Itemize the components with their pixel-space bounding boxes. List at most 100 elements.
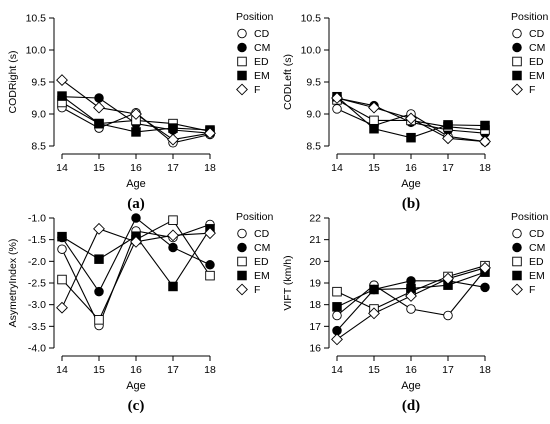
legend-title: Position — [236, 11, 274, 23]
x-tick-label: 18 — [204, 162, 216, 174]
data-point-em — [443, 120, 453, 130]
legend-marker-ed — [237, 256, 247, 267]
x-tick-label: 17 — [167, 162, 179, 174]
y-tick-label: -3.0 — [28, 299, 46, 311]
legend-marker-cd — [512, 28, 522, 39]
data-point-cd — [332, 310, 342, 321]
legend-marker-cm — [512, 42, 522, 53]
x-tick-label: 14 — [331, 364, 343, 376]
data-point-f — [204, 227, 216, 240]
data-point-em — [480, 120, 490, 131]
data-point-cd — [406, 304, 416, 314]
data-point-f — [331, 333, 343, 346]
legend-label-cm: CM — [529, 242, 545, 254]
legend-label-f: F — [254, 284, 260, 296]
data-point-ed — [94, 315, 104, 325]
y-tick-label: -2.0 — [28, 256, 46, 268]
panel-label: (b) — [402, 196, 420, 212]
panel-label: (c) — [128, 398, 145, 414]
x-tick-label: 15 — [368, 364, 380, 376]
data-point-f — [405, 112, 417, 125]
x-tick-label: 14 — [331, 162, 343, 174]
legend-label-f: F — [529, 284, 535, 296]
data-point-f — [130, 108, 142, 120]
data-point-cd — [332, 104, 342, 114]
data-point-f — [368, 101, 380, 114]
legend-marker-em — [237, 270, 247, 281]
legend-marker-ed — [512, 256, 522, 267]
legend-label-em: EM — [529, 70, 545, 82]
x-axis-label: Age — [401, 178, 421, 190]
y-tick-label: 9.5 — [306, 77, 321, 89]
y-tick-label: 8.5 — [31, 141, 46, 153]
data-point-f — [56, 301, 68, 314]
x-tick-label: 17 — [442, 162, 454, 174]
legend-marker-f — [511, 83, 523, 96]
y-tick-label: -2.5 — [28, 278, 46, 290]
data-point-cm — [94, 93, 104, 103]
data-point-em — [168, 281, 178, 292]
y-tick-label: 19 — [309, 278, 321, 290]
y-tick-label: 10.5 — [26, 13, 47, 25]
x-tick-label: 16 — [130, 162, 142, 174]
y-tick-label: 22 — [309, 213, 321, 225]
x-tick-label: 15 — [93, 162, 105, 174]
legend-title: Position — [236, 211, 274, 223]
data-point-cd — [443, 310, 453, 321]
legend-label-f: F — [529, 84, 535, 96]
data-point-em — [57, 91, 67, 101]
legend-marker-cm — [237, 42, 247, 53]
data-point-f — [405, 290, 417, 302]
x-tick-label: 15 — [368, 162, 380, 174]
data-point-ed — [332, 286, 342, 297]
legend-marker-em — [237, 70, 247, 81]
x-tick-label: 14 — [56, 364, 68, 376]
data-point-em — [94, 118, 104, 129]
y-tick-label: 9.5 — [31, 77, 46, 89]
x-tick-label: 17 — [167, 364, 179, 376]
data-point-ed — [205, 270, 215, 281]
legend-label-ed: ED — [529, 256, 544, 268]
x-tick-label: 18 — [479, 162, 491, 174]
panel-label: (d) — [402, 398, 420, 414]
legend-marker-cd — [237, 28, 247, 39]
legend-label-f: F — [254, 84, 260, 96]
legend-marker-cd — [237, 228, 247, 239]
y-tick-label: 8.5 — [306, 141, 321, 153]
legend-label-ed: ED — [529, 56, 544, 68]
legend-marker-em — [512, 70, 522, 81]
data-point-em — [369, 284, 379, 295]
y-axis-label: AsymetryIndex (%) — [7, 239, 19, 328]
y-tick-label: 10.0 — [301, 45, 322, 57]
data-point-ed — [57, 274, 67, 285]
legend-label-cd: CD — [254, 28, 270, 40]
legend-marker-f — [511, 283, 523, 296]
x-tick-label: 16 — [130, 364, 142, 376]
legend-label-cm: CM — [529, 42, 545, 54]
data-point-f — [130, 235, 142, 248]
x-axis-label: Age — [126, 178, 146, 190]
y-axis-label: CODLeft (s) — [282, 54, 294, 110]
x-tick-label: 16 — [405, 162, 417, 174]
y-tick-label: 18 — [309, 299, 321, 311]
legend-label-cm: CM — [254, 242, 270, 254]
legend-marker-em — [512, 270, 522, 281]
y-tick-label: 16 — [309, 343, 321, 355]
data-point-cm — [168, 242, 178, 253]
legend-marker-f — [236, 283, 248, 296]
x-tick-label: 15 — [93, 364, 105, 376]
x-tick-label: 17 — [442, 364, 454, 376]
y-tick-label: 17 — [309, 321, 321, 333]
data-point-em — [332, 302, 342, 312]
x-axis-label: Age — [401, 380, 421, 392]
legend-label-cm: CM — [254, 42, 270, 54]
data-point-cm — [131, 213, 141, 223]
chart-panel-2: 8.5 9.0 9.5 10.0 10.5 14 15 16 17 18 Age CODLeft (s… — [282, 11, 549, 212]
legend-title: Position — [511, 211, 549, 223]
data-point-em — [168, 123, 178, 133]
legend-marker-cd — [512, 228, 522, 239]
chart-panel-1: 8.5 9.0 9.5 10.0 10.5 14 15 16 17 18 Age CODRight (… — [7, 11, 274, 212]
y-tick-label: 10.0 — [26, 45, 47, 57]
legend-label-cd: CD — [254, 228, 270, 240]
